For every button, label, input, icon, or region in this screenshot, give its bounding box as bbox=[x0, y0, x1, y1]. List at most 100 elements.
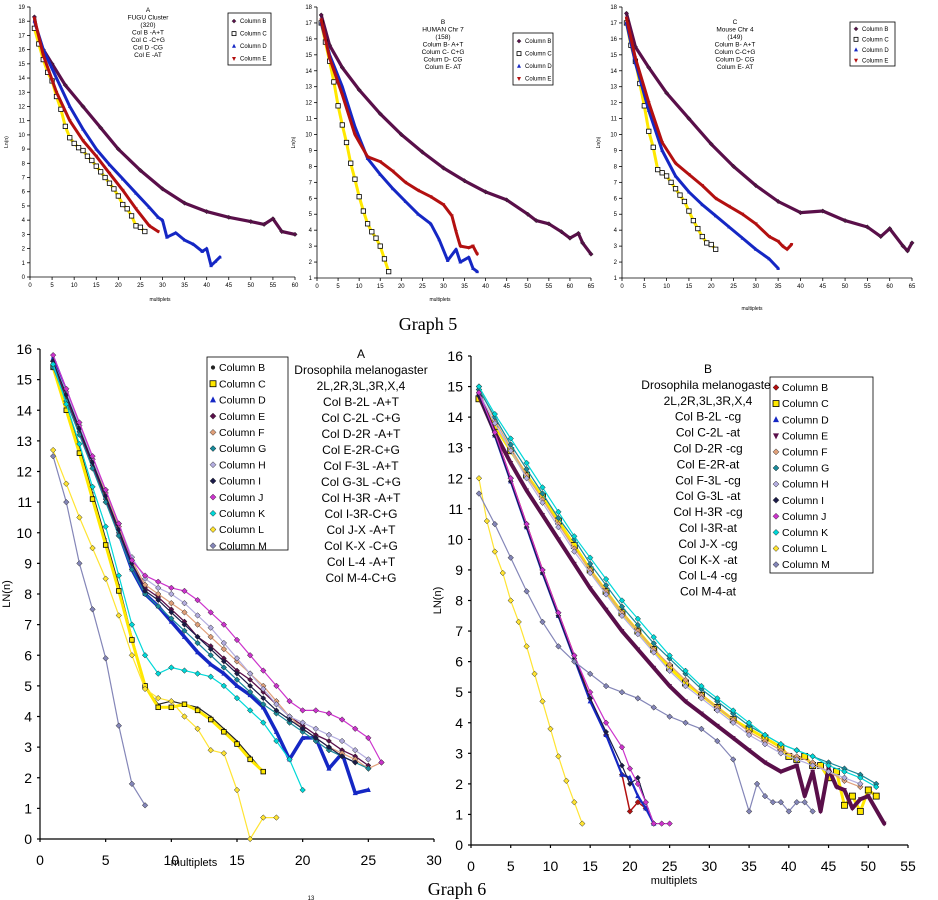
data-point bbox=[603, 728, 610, 735]
y-tick-label: 13 bbox=[18, 90, 25, 96]
data-point bbox=[666, 713, 673, 720]
data-point bbox=[220, 658, 227, 665]
x-tick-label: 5 bbox=[336, 284, 340, 290]
legend-marker bbox=[210, 396, 216, 403]
data-point bbox=[208, 716, 214, 723]
data-point bbox=[848, 792, 856, 800]
x-tick-label: 40 bbox=[797, 284, 804, 290]
data-point bbox=[587, 586, 593, 592]
data-point bbox=[75, 145, 82, 151]
data-point bbox=[141, 572, 149, 579]
series-line bbox=[624, 11, 914, 253]
data-point bbox=[475, 252, 479, 257]
chart-title-line: Col J-X -cg bbox=[678, 537, 737, 551]
chart-title-line: Drosophila melanogaster bbox=[641, 378, 774, 392]
chart-title-line: Colum C- C+G bbox=[422, 49, 465, 56]
data-point bbox=[507, 441, 514, 448]
data-point bbox=[299, 786, 306, 794]
page-mark: 13 bbox=[308, 896, 315, 900]
legend-marker bbox=[772, 496, 780, 504]
y-tick-label: 6 bbox=[24, 647, 32, 663]
y-tick-label: 16 bbox=[18, 48, 25, 54]
data-point bbox=[646, 101, 651, 105]
data-point bbox=[556, 537, 561, 543]
data-point bbox=[340, 84, 345, 89]
data-point bbox=[165, 235, 169, 239]
x-tick-label: 10 bbox=[71, 283, 78, 289]
y-tick-label: 3 bbox=[455, 745, 463, 761]
data-point bbox=[248, 219, 254, 225]
data-point bbox=[727, 224, 731, 229]
data-point bbox=[646, 65, 652, 71]
data-point bbox=[391, 169, 395, 174]
legend-label: Column I bbox=[782, 495, 824, 507]
data-point bbox=[864, 786, 872, 794]
y-tick-label: 3 bbox=[22, 232, 26, 238]
data-point bbox=[365, 787, 371, 792]
legend-marker bbox=[772, 400, 780, 407]
data-point bbox=[708, 141, 714, 147]
data-point bbox=[762, 760, 768, 766]
data-point bbox=[475, 490, 483, 497]
data-point bbox=[809, 808, 816, 815]
data-point bbox=[683, 699, 688, 705]
y-axis-label: LN(n) bbox=[432, 587, 444, 615]
data-point bbox=[260, 695, 267, 702]
y-tick-label: 1 bbox=[309, 276, 313, 282]
data-point bbox=[634, 799, 642, 806]
data-point bbox=[226, 214, 232, 220]
data-point bbox=[102, 542, 109, 548]
y-tick-label: 7 bbox=[614, 180, 618, 186]
y-tick-label: 10 bbox=[18, 133, 25, 139]
data-point bbox=[89, 483, 96, 490]
data-point bbox=[682, 719, 689, 726]
data-point bbox=[102, 655, 109, 662]
data-point bbox=[682, 682, 689, 690]
legend-label: Column B bbox=[862, 27, 888, 33]
data-point bbox=[523, 588, 530, 595]
data-point bbox=[325, 710, 333, 717]
data-point bbox=[102, 575, 109, 582]
legend-label: Column D bbox=[240, 44, 267, 50]
y-tick-label: 17 bbox=[610, 21, 617, 27]
data-point bbox=[785, 247, 789, 252]
data-point bbox=[780, 244, 785, 249]
data-point bbox=[698, 695, 705, 702]
data-point bbox=[900, 243, 906, 249]
x-tick-label: 10 bbox=[164, 852, 180, 868]
data-point bbox=[141, 802, 149, 809]
legend-marker bbox=[854, 58, 858, 63]
x-tick-label: 35 bbox=[461, 284, 468, 290]
data-point bbox=[454, 230, 458, 234]
y-tick-label: 16 bbox=[305, 37, 312, 43]
y-tick-label: 6 bbox=[455, 654, 463, 670]
chart-title-block: B Drosophila melanogaster 2L,2R,3L,3R,X,4 C… bbox=[641, 362, 774, 599]
data-point bbox=[207, 652, 214, 659]
data-point bbox=[794, 763, 800, 769]
series-line bbox=[477, 391, 655, 825]
data-point bbox=[49, 446, 57, 454]
data-point bbox=[115, 572, 122, 579]
x-tick-label: 5 bbox=[507, 858, 515, 874]
chart-title-line: Col F-3L -cg bbox=[675, 473, 741, 487]
data-point bbox=[571, 561, 577, 567]
x-tick-label: 40 bbox=[482, 284, 489, 290]
legend-marker bbox=[516, 38, 522, 44]
data-point bbox=[627, 774, 633, 780]
data-point bbox=[539, 566, 546, 574]
chart-title-line: FUGU Cluster bbox=[128, 15, 170, 22]
data-point bbox=[273, 728, 279, 734]
x-tick-label: 45 bbox=[225, 283, 232, 289]
x-tick-label: 55 bbox=[270, 283, 277, 289]
data-point bbox=[643, 805, 649, 811]
data-point bbox=[182, 237, 187, 242]
data-point bbox=[523, 643, 530, 650]
data-point bbox=[650, 144, 656, 150]
data-point bbox=[299, 725, 306, 732]
legend-label: Column H bbox=[219, 459, 266, 471]
legend-marker bbox=[772, 512, 780, 520]
x-tick-label: 30 bbox=[702, 858, 718, 874]
chart-title-line: 2L,2R,3L,3R,X,4 bbox=[664, 394, 753, 408]
